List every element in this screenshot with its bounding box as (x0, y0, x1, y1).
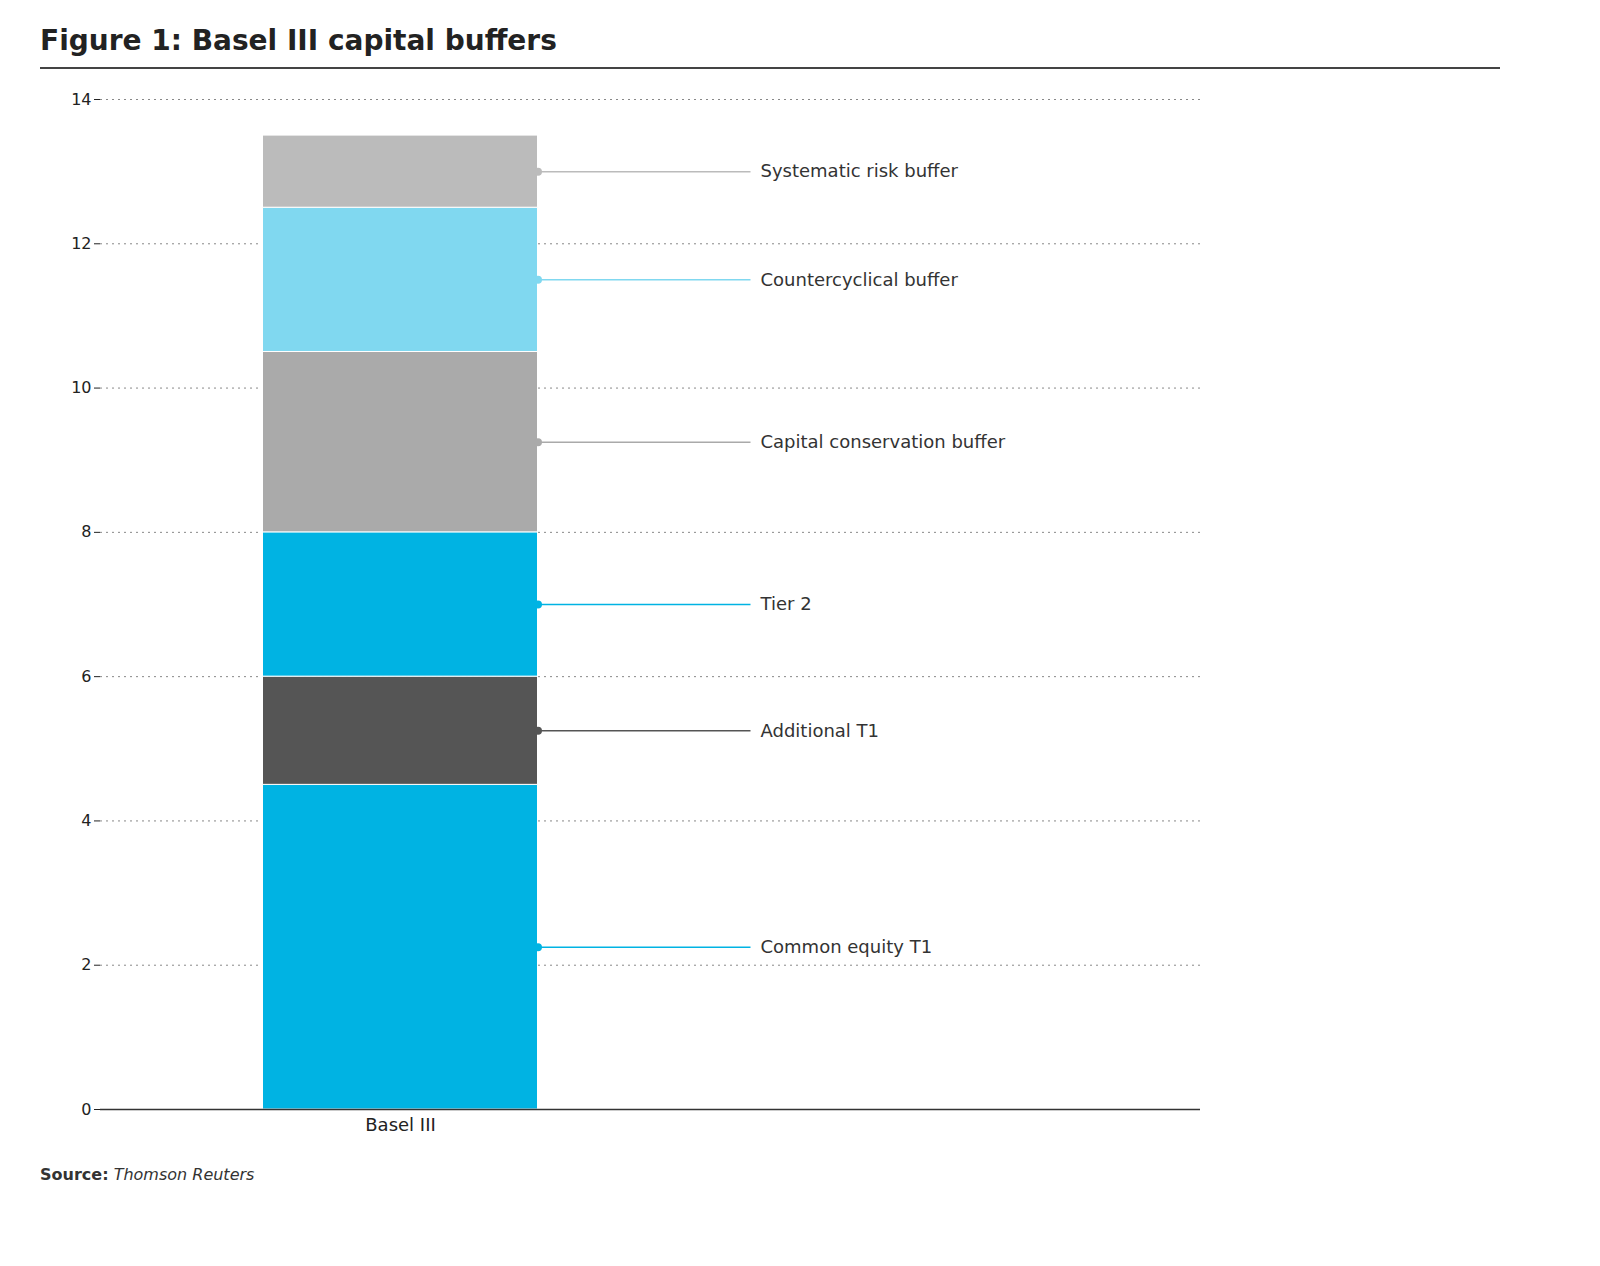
html-text:Figure 1: Basel III capital bu: Figure 1: Basel III capital buffers (40, 24, 557, 57)
svg-text:12: 12 (71, 234, 91, 253)
svg-text:Systematic risk buffer: Systematic risk buffer (761, 160, 959, 181)
svg-text:2: 2 (81, 955, 91, 974)
svg-text:8: 8 (81, 522, 91, 541)
svg-text:Basel III: Basel III (365, 1114, 435, 1135)
svg-text:Common equity T1: Common equity T1 (761, 936, 933, 957)
svg-text:Tier 2: Tier 2 (760, 593, 812, 614)
svg-text:0: 0 (81, 1100, 91, 1119)
svg-text:6: 6 (81, 667, 91, 686)
html-text:Source: Thomson Reuters: Source: Thomson Reuters (40, 1165, 255, 1184)
svg-text:14: 14 (71, 90, 91, 109)
svg-text:Capital conservation buffer: Capital conservation buffer (761, 431, 1006, 452)
svg-text:Additional T1: Additional T1 (761, 720, 880, 741)
svg-text:4: 4 (81, 811, 91, 830)
svg-text:Countercyclical buffer: Countercyclical buffer (761, 269, 959, 290)
svg-text:10: 10 (71, 378, 91, 397)
